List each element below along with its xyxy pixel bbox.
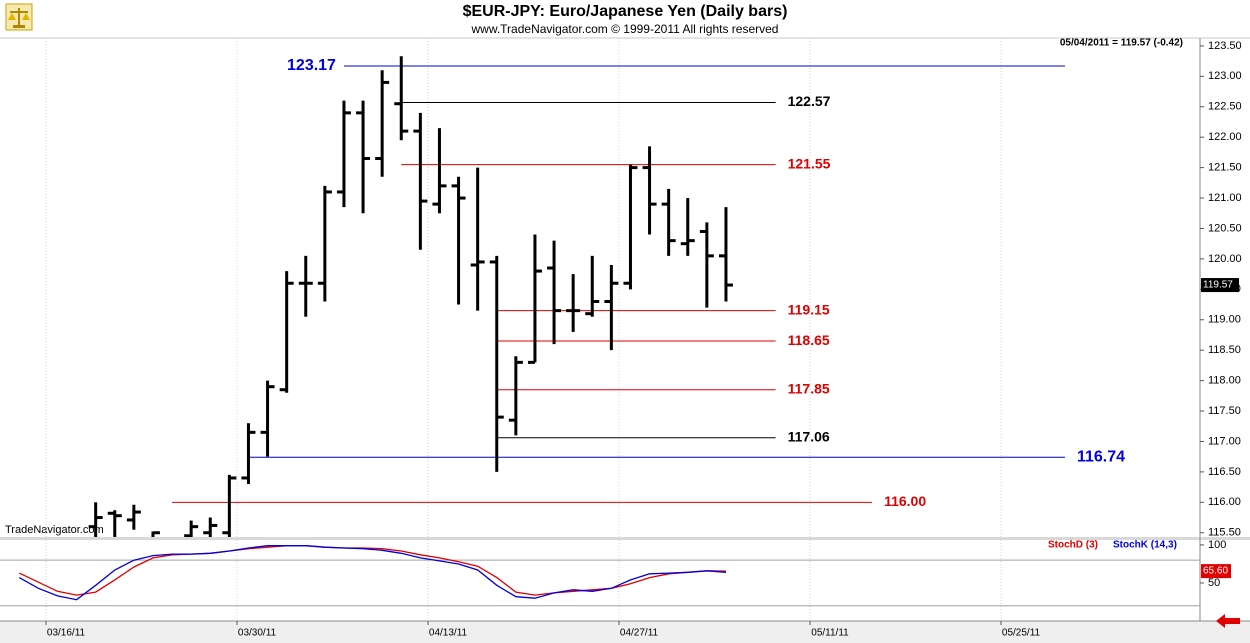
x-tick-label: 03/30/11 [238, 628, 277, 639]
y-tick-label: 120.00 [1208, 253, 1242, 265]
y-tick-label: 117.00 [1208, 435, 1241, 447]
level-label: 116.74 [1077, 449, 1125, 466]
x-tick-label: 04/27/11 [620, 628, 659, 639]
y-tick-label: 122.00 [1208, 131, 1242, 143]
level-label: 117.85 [788, 380, 830, 396]
y-tick-label: 116.00 [1208, 496, 1241, 508]
y-tick-label: 50 [1208, 577, 1220, 589]
stoch-line [18, 545, 727, 601]
price-bars [88, 56, 733, 537]
y-tick-label: 116.50 [1208, 466, 1241, 478]
level-label: 116.00 [884, 493, 926, 509]
level-label: 122.57 [788, 93, 831, 109]
level-label: 118.65 [788, 332, 830, 348]
chart-title: $EUR-JPY: Euro/Japanese Yen (Daily bars) [463, 3, 788, 20]
y-tick-label: 119.00 [1208, 314, 1241, 326]
chart-subtitle: www.TradeNavigator.com © 1999-2011 All r… [471, 22, 779, 36]
last-value-box [1201, 564, 1231, 579]
date-axis-band [0, 621, 1250, 643]
y-tick-label: 122.50 [1208, 101, 1242, 113]
header-readout: 05/04/2011 = 119.57 (-0.42) [1060, 38, 1183, 49]
y-tick-label: 121.00 [1208, 192, 1242, 204]
level-label: 117.06 [788, 429, 830, 445]
logo [5, 3, 33, 31]
y-tick-label: 100 [1208, 539, 1226, 551]
stoch-lines [18, 545, 727, 601]
x-tick-label: 05/25/11 [1002, 628, 1041, 639]
x-tick-label: 05/11/11 [811, 628, 849, 639]
watermark: TradeNavigator.com [5, 524, 104, 536]
grid [45, 38, 1002, 621]
last-value-label: 65.60 [1203, 566, 1228, 577]
y-tick-label: 118.50 [1208, 344, 1241, 356]
y-tick-label: 118.00 [1208, 375, 1241, 387]
level-label: 123.17 [287, 57, 336, 74]
x-tick-label: 04/13/11 [429, 628, 468, 639]
back-arrow[interactable] [1216, 614, 1240, 628]
level-label: 121.55 [788, 155, 831, 171]
y-tick-label: 117.50 [1208, 405, 1241, 417]
y-tick-label: 121.50 [1208, 162, 1242, 174]
levels: 123.17 122.57 121.55 119.15 118.65 117.85 117.… [172, 57, 1125, 509]
x-tick-label: 03/16/11 [47, 628, 86, 639]
y-tick-label: 115.50 [1208, 527, 1241, 539]
y-tick-label: 123.00 [1208, 70, 1242, 82]
level-label: 119.15 [788, 301, 830, 317]
last-value-box [1201, 278, 1239, 293]
last-value-label: 119.57 [1203, 280, 1233, 291]
legend-label: StochK (14,3) [1113, 540, 1177, 551]
panel-separator [0, 537, 1250, 540]
legend-label: StochD (3) [1048, 540, 1098, 551]
y-tick-label: 123.50 [1208, 40, 1242, 52]
y-tick-label: 120.50 [1208, 222, 1242, 234]
